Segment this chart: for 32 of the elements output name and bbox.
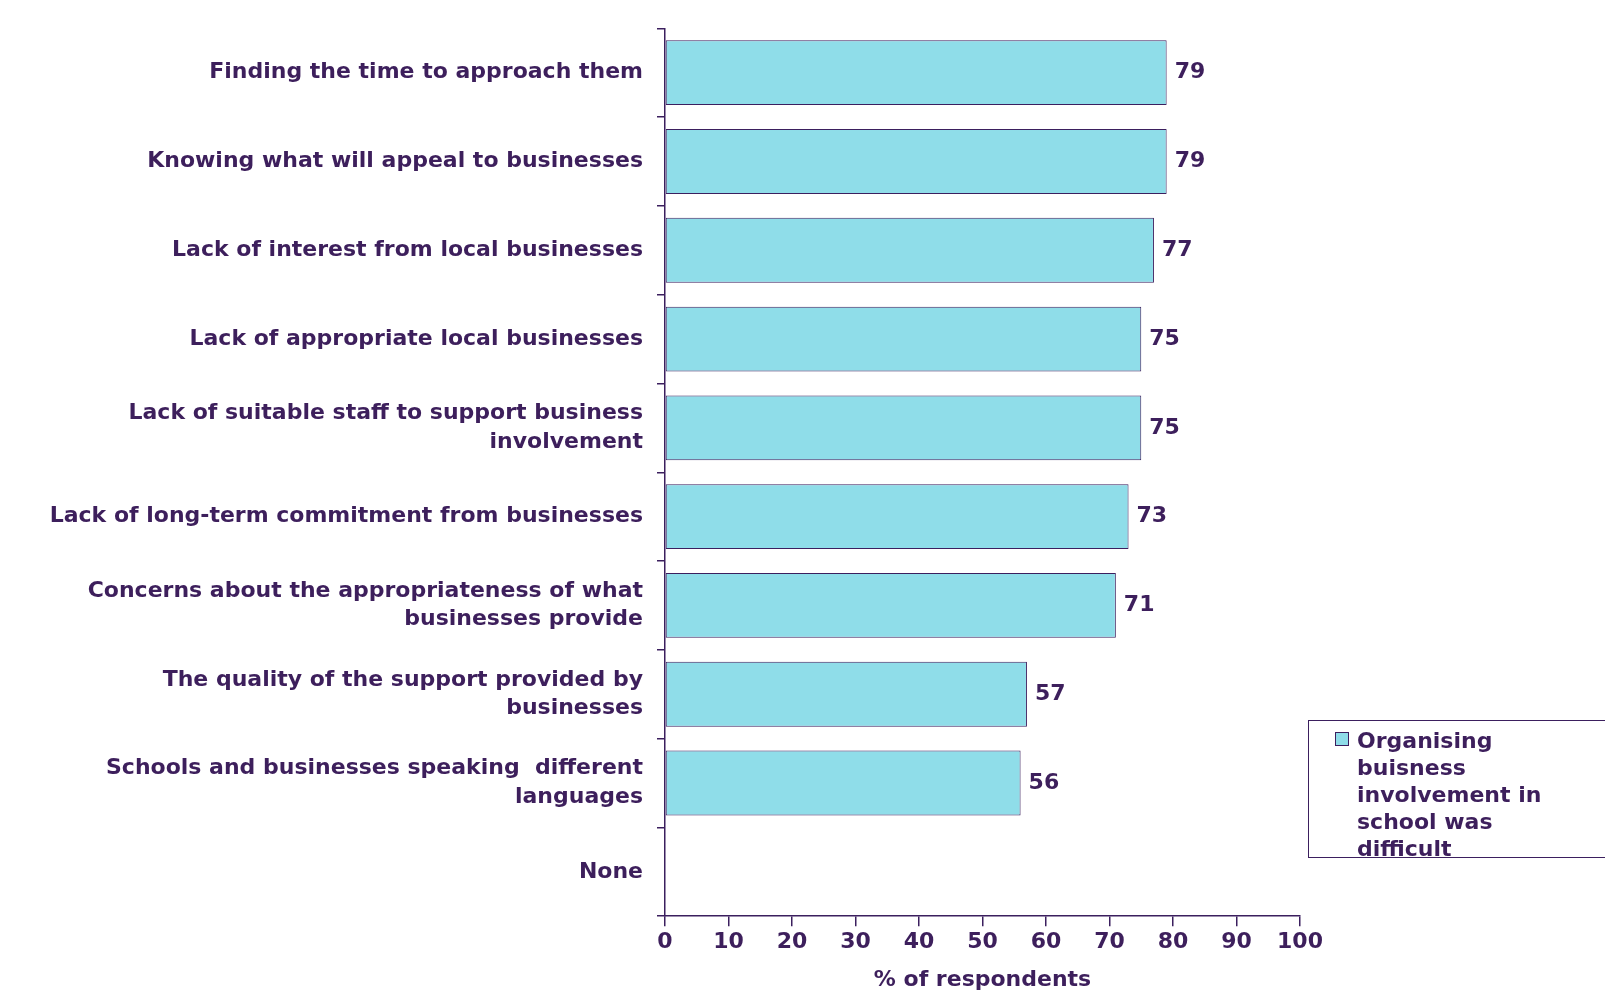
x-tick-label: 30 [840, 928, 871, 954]
legend-label: Organising buisness involvement in school was difficult [1357, 727, 1543, 862]
y-tick-label: The quality of the support provided by businesses [162, 665, 643, 720]
y-tick-label: Knowing what will appeal to businesses [147, 147, 643, 173]
y-tick-label: Lack of long-term commitment from businesses [49, 502, 643, 528]
y-tick-label: Lack of appropriate local businesses [189, 324, 643, 350]
data-label: 73 [1136, 502, 1168, 528]
x-tick-label: 60 [1030, 928, 1062, 954]
x-tick-label: 10 [713, 928, 744, 954]
data-label: 79 [1174, 58, 1206, 84]
data-label: 57 [1034, 679, 1066, 705]
data-label: 75 [1149, 413, 1180, 439]
y-tick-label: Lack of interest from local businesses [172, 235, 643, 261]
x-axis-title: % of respondents [873, 965, 1092, 991]
y-tick-label: None [578, 857, 643, 883]
x-tick-label: 100 [1277, 928, 1323, 954]
data-label: 77 [1161, 235, 1193, 261]
x-tick-label: 80 [1157, 928, 1189, 954]
data-label: 71 [1123, 591, 1155, 617]
y-tick-label: Concerns about the appropriateness of what businesses provide [87, 576, 644, 631]
x-tick-label: 40 [903, 928, 935, 954]
x-tick-label: 20 [776, 928, 808, 954]
x-tick-label: 0 [657, 928, 673, 954]
y-tick-label: Finding the time to approach them [209, 58, 643, 84]
x-tick-label: 50 [967, 928, 998, 954]
data-label: 75 [1149, 324, 1180, 350]
y-tick-label: Schools and businesses speaking different languages [106, 754, 644, 809]
data-label: 56 [1028, 768, 1060, 794]
y-tick-label: Lack of suitable staff to support business involvement [128, 399, 644, 453]
x-tick-label: 70 [1094, 928, 1125, 954]
data-label: 79 [1174, 147, 1206, 173]
x-tick-label: 90 [1221, 928, 1252, 954]
